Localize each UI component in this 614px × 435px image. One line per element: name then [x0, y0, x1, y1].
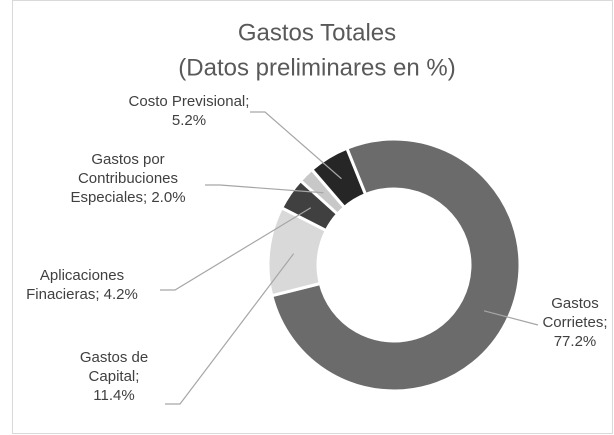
- label-value: 2.0%: [151, 189, 186, 206]
- label-category: Aplicaciones Finacieras: [26, 267, 125, 303]
- label-value: 77.2%: [553, 333, 597, 350]
- leader-line: [165, 253, 295, 405]
- donut-slice: [269, 137, 522, 393]
- label-category: Costo Previsional: [128, 93, 246, 110]
- data-label: Gastos Corrietes; 77.2%: [537, 294, 613, 351]
- leader-line: [250, 111, 342, 180]
- chart-title: Gastos Totales: [238, 19, 396, 46]
- label-category: Gastos Corrietes: [542, 295, 604, 331]
- label-category: Gastos de Capital: [79, 349, 149, 385]
- label-separator: ;: [135, 368, 144, 385]
- leader-line: [483, 310, 539, 326]
- data-label: Costo Previsional; 5.2%: [124, 92, 254, 130]
- label-value: 5.2%: [171, 112, 207, 129]
- label-separator: ;: [143, 189, 152, 206]
- label-category: Gastos por Contribuciones Especiales: [70, 151, 179, 206]
- label-separator: ;: [245, 93, 254, 110]
- leader-line: [205, 184, 324, 194]
- label-separator: ;: [603, 314, 612, 331]
- data-label: Aplicaciones Finacieras; 4.2%: [20, 266, 144, 304]
- label-separator: ;: [95, 286, 104, 303]
- data-label: Gastos de Capital; 11.4%: [72, 348, 156, 405]
- label-value: 11.4%: [93, 387, 135, 404]
- chart-subtitle: (Datos preliminares en %): [178, 54, 455, 81]
- data-label: Gastos por Contribuciones Especiales; 2.…: [60, 150, 196, 207]
- leader-line: [160, 207, 312, 291]
- label-value: 4.2%: [103, 286, 138, 303]
